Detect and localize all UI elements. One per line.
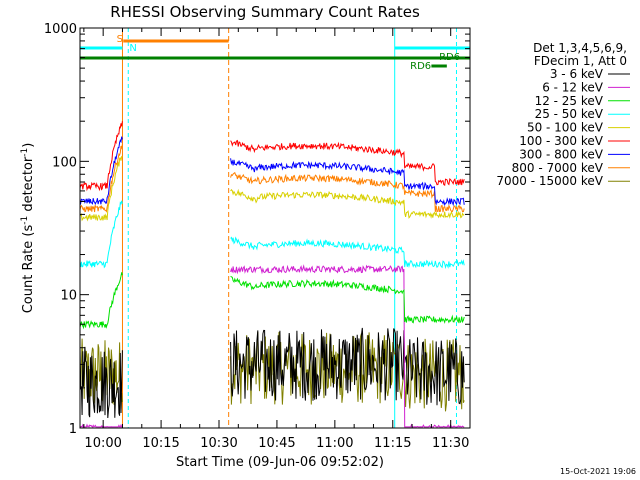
x-tick-label: 10:30 bbox=[200, 436, 237, 451]
flag-label: N bbox=[129, 43, 136, 54]
flag-label: S bbox=[117, 34, 123, 45]
plot-area: SN RD6 RD6 bbox=[79, 28, 470, 428]
x-tick-label: 10:45 bbox=[258, 436, 295, 451]
series-line-post bbox=[230, 275, 465, 324]
series-line-pre bbox=[80, 423, 123, 428]
y-tick-label: 1000 bbox=[44, 22, 77, 37]
series-line-post bbox=[230, 188, 465, 219]
series-line-post bbox=[230, 171, 465, 213]
x-axis-label: Start Time (09-Jun-06 09:52:02) bbox=[176, 455, 384, 470]
legend-entry-label: 50 - 100 keV bbox=[527, 121, 604, 135]
series-line-post bbox=[230, 264, 465, 428]
legend-entry-label: 300 - 800 keV bbox=[519, 147, 603, 161]
series-line-pre bbox=[79, 272, 123, 330]
series-line-pre bbox=[79, 155, 123, 222]
series-line-pre bbox=[79, 121, 123, 192]
legend: Det 1,3,4,5,6,9,FDecim 1, Att 03 - 6 keV… bbox=[496, 41, 630, 188]
series-line-pre bbox=[79, 136, 123, 206]
flag-label: RD6 bbox=[439, 52, 460, 63]
legend-header: Det 1,3,4,5,6,9, bbox=[533, 41, 627, 55]
series-line-pre bbox=[79, 338, 123, 410]
x-tick-label: 10:15 bbox=[142, 436, 179, 451]
x-tick-label: 11:00 bbox=[316, 436, 353, 451]
series-line-post bbox=[230, 327, 465, 406]
x-tick-label: 11:30 bbox=[432, 436, 469, 451]
y-tick-label: 10 bbox=[60, 289, 77, 304]
series-line-pre bbox=[79, 200, 123, 269]
legend-entry-label: 7000 - 15000 keV bbox=[496, 174, 603, 188]
legend-entry-label: 6 - 12 keV bbox=[542, 80, 604, 94]
plot-frame bbox=[79, 27, 471, 429]
series-line-post bbox=[230, 158, 465, 207]
footer-date: 15-Oct-2021 19:06 bbox=[560, 467, 636, 476]
y-tick-label: 1 bbox=[69, 422, 77, 437]
flag-label: RD6 bbox=[410, 61, 431, 72]
legend-entry-label: 12 - 25 keV bbox=[535, 94, 604, 108]
legend-entry-label: 100 - 300 keV bbox=[519, 134, 603, 148]
series-line-pre bbox=[79, 144, 123, 213]
x-tick-label: 11:15 bbox=[374, 436, 411, 451]
series-line-post bbox=[230, 139, 465, 187]
legend-header: FDecim 1, Att 0 bbox=[534, 54, 627, 68]
y-tick-label: 100 bbox=[52, 155, 77, 170]
axes: 10:00 10:15 10:30 10:45 11:00 11:15 11:30 1 10 10… bbox=[44, 22, 471, 451]
y-axis-label: Count Rate (s-1 detector-1) bbox=[20, 143, 36, 314]
x-tick-label: 10:00 bbox=[84, 436, 121, 451]
legend-entry-label: 3 - 6 keV bbox=[550, 67, 604, 81]
series-line-pre bbox=[79, 346, 123, 419]
series-line-post bbox=[230, 236, 465, 270]
legend-entry-label: 25 - 50 keV bbox=[535, 107, 604, 121]
legend-entry-label: 800 - 7000 keV bbox=[512, 161, 604, 175]
chart-title: RHESSI Observing Summary Count Rates bbox=[110, 3, 420, 21]
